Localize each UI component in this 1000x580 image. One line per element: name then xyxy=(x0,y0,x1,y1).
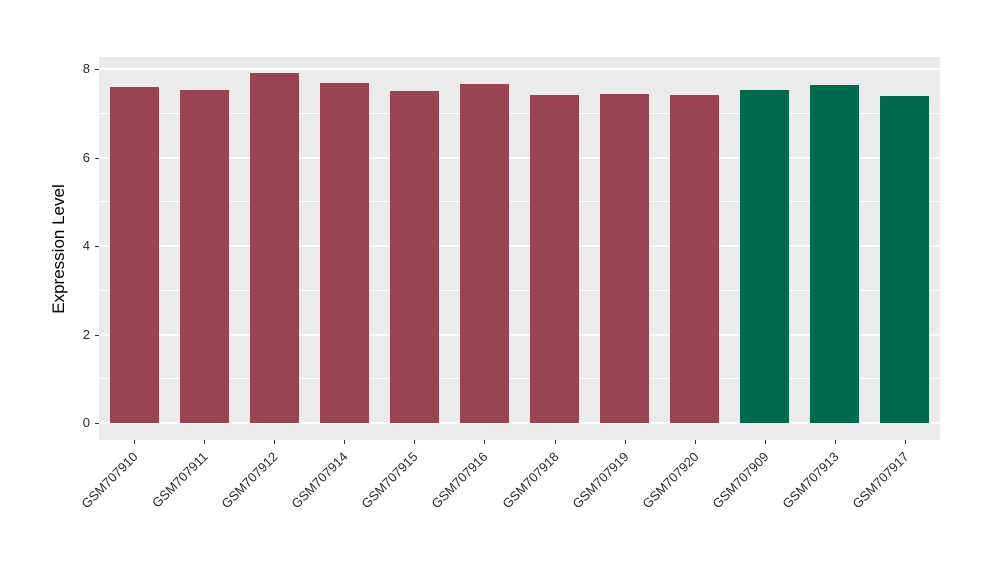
bar-GSM707915 xyxy=(389,90,439,423)
x-tick xyxy=(834,440,836,444)
y-tick xyxy=(95,157,99,159)
bar-GSM707909 xyxy=(740,90,790,423)
y-tick-label-4: 4 xyxy=(82,238,90,253)
bar-GSM707918 xyxy=(530,94,580,423)
bar-GSM707916 xyxy=(459,84,509,423)
bar-GSM707914 xyxy=(319,82,369,423)
bar-GSM707913 xyxy=(810,84,860,423)
x-tick xyxy=(764,440,766,444)
y-tick-label-8: 8 xyxy=(82,61,90,76)
y-tick-label-2: 2 xyxy=(82,326,90,342)
x-tick xyxy=(204,440,206,444)
x-tick xyxy=(554,440,556,444)
y-tick-label-6: 6 xyxy=(82,149,90,165)
x-tick xyxy=(904,440,906,444)
gridline-major xyxy=(99,156,940,159)
bar-GSM707920 xyxy=(670,94,720,423)
gridline-major xyxy=(99,333,940,336)
gridline-major xyxy=(99,68,940,70)
x-tick xyxy=(274,440,276,444)
gridline-major xyxy=(99,422,940,424)
x-tick xyxy=(414,440,416,444)
y-tick xyxy=(95,246,99,247)
x-tick xyxy=(624,440,626,444)
bar-GSM707917 xyxy=(880,95,930,423)
y-tick xyxy=(95,69,99,70)
x-tick xyxy=(344,440,346,444)
y-tick-label-0: 0 xyxy=(82,415,90,430)
gridline-minor xyxy=(99,112,940,114)
x-tick xyxy=(134,440,136,444)
bar-GSM707911 xyxy=(179,89,229,423)
gridline-major xyxy=(99,245,940,247)
y-tick xyxy=(95,334,99,336)
gridline-minor xyxy=(99,289,940,291)
x-tick xyxy=(694,440,696,444)
bar-GSM707919 xyxy=(600,94,650,423)
plot-panel xyxy=(99,57,940,440)
x-tick xyxy=(484,440,486,444)
gridline-minor xyxy=(99,201,940,203)
bar-GSM707910 xyxy=(109,86,159,423)
gridline-minor xyxy=(99,378,940,380)
y-tick xyxy=(95,423,99,424)
bar-GSM707912 xyxy=(249,73,299,423)
